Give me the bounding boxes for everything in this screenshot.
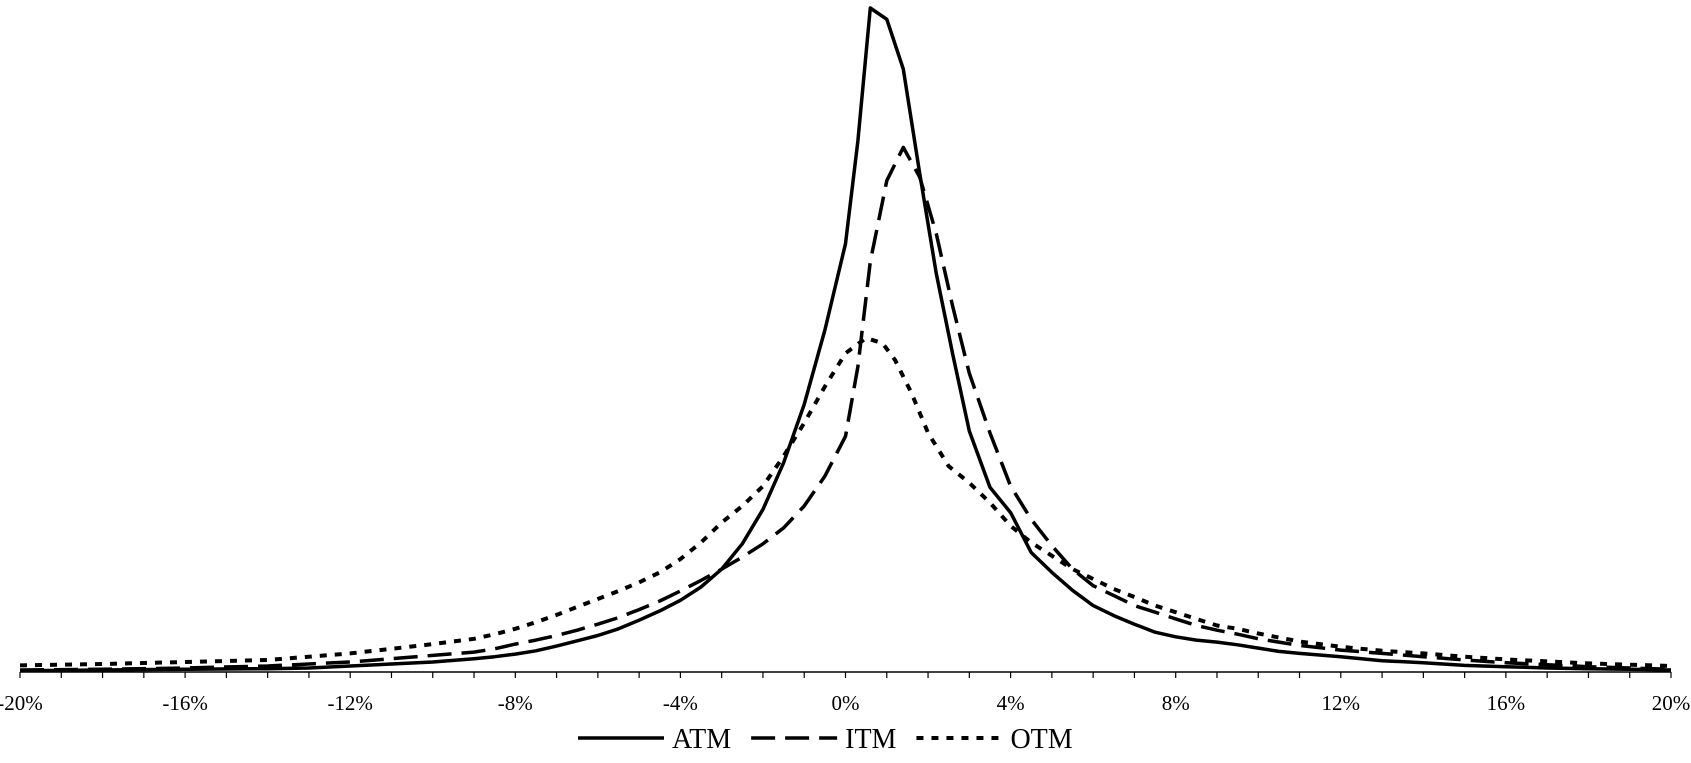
x-tick-label: 20% xyxy=(1652,691,1691,715)
x-tick-label: -12% xyxy=(327,691,373,715)
series-line-itm xyxy=(19,145,1672,672)
x-tick-label: 4% xyxy=(997,691,1025,715)
x-tick-label: 0% xyxy=(832,691,860,715)
series-line-otm xyxy=(19,336,1672,668)
x-tick-label: 12% xyxy=(1322,691,1361,715)
x-tick-label: -8% xyxy=(498,691,533,715)
x-tick-label: 16% xyxy=(1487,691,1526,715)
legend-label-atm: ATM xyxy=(672,724,731,755)
legend-label-otm: OTM xyxy=(1010,724,1072,755)
x-tick-label: -16% xyxy=(162,691,208,715)
legend-label-itm: ITM xyxy=(845,724,896,755)
series-line-atm xyxy=(19,6,1672,673)
x-tick-label: -20% xyxy=(0,691,43,715)
x-tick-label: -4% xyxy=(663,691,698,715)
x-tick-label: 8% xyxy=(1162,691,1190,715)
x-axis-ticks: -20% -16% -12% -8% -4% 0% 4% 8% 12% 16% 20% xyxy=(0,672,1690,715)
legend: ATM ITM OTM xyxy=(578,724,1073,755)
series-layer xyxy=(19,6,1672,673)
